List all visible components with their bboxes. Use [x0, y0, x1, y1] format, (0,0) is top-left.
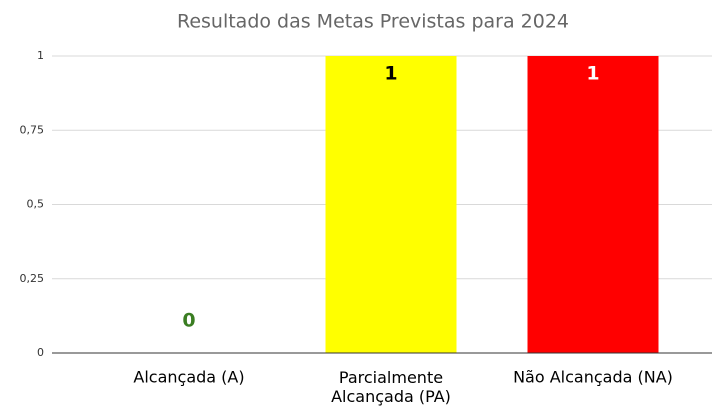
x-tick-label: Não Alcançada (NA) — [513, 368, 673, 387]
value-label: 0 — [182, 310, 195, 332]
y-tick-label: 0,5 — [27, 198, 45, 211]
value-label: 1 — [586, 63, 599, 85]
y-tick-label: 0 — [37, 346, 44, 359]
value-label: 1 — [384, 63, 397, 85]
y-tick-label: 0,25 — [20, 272, 45, 285]
x-tick-label: Alcançada (A) — [133, 368, 244, 387]
chart-title: Resultado das Metas Previstas para 2024 — [177, 11, 569, 33]
x-tick-label: Parcialmente Alcançada (PA) — [331, 368, 451, 406]
y-tick-label: 0,75 — [20, 123, 45, 136]
bar — [527, 56, 659, 353]
bar — [325, 56, 457, 353]
y-tick-label: 1 — [37, 49, 44, 62]
